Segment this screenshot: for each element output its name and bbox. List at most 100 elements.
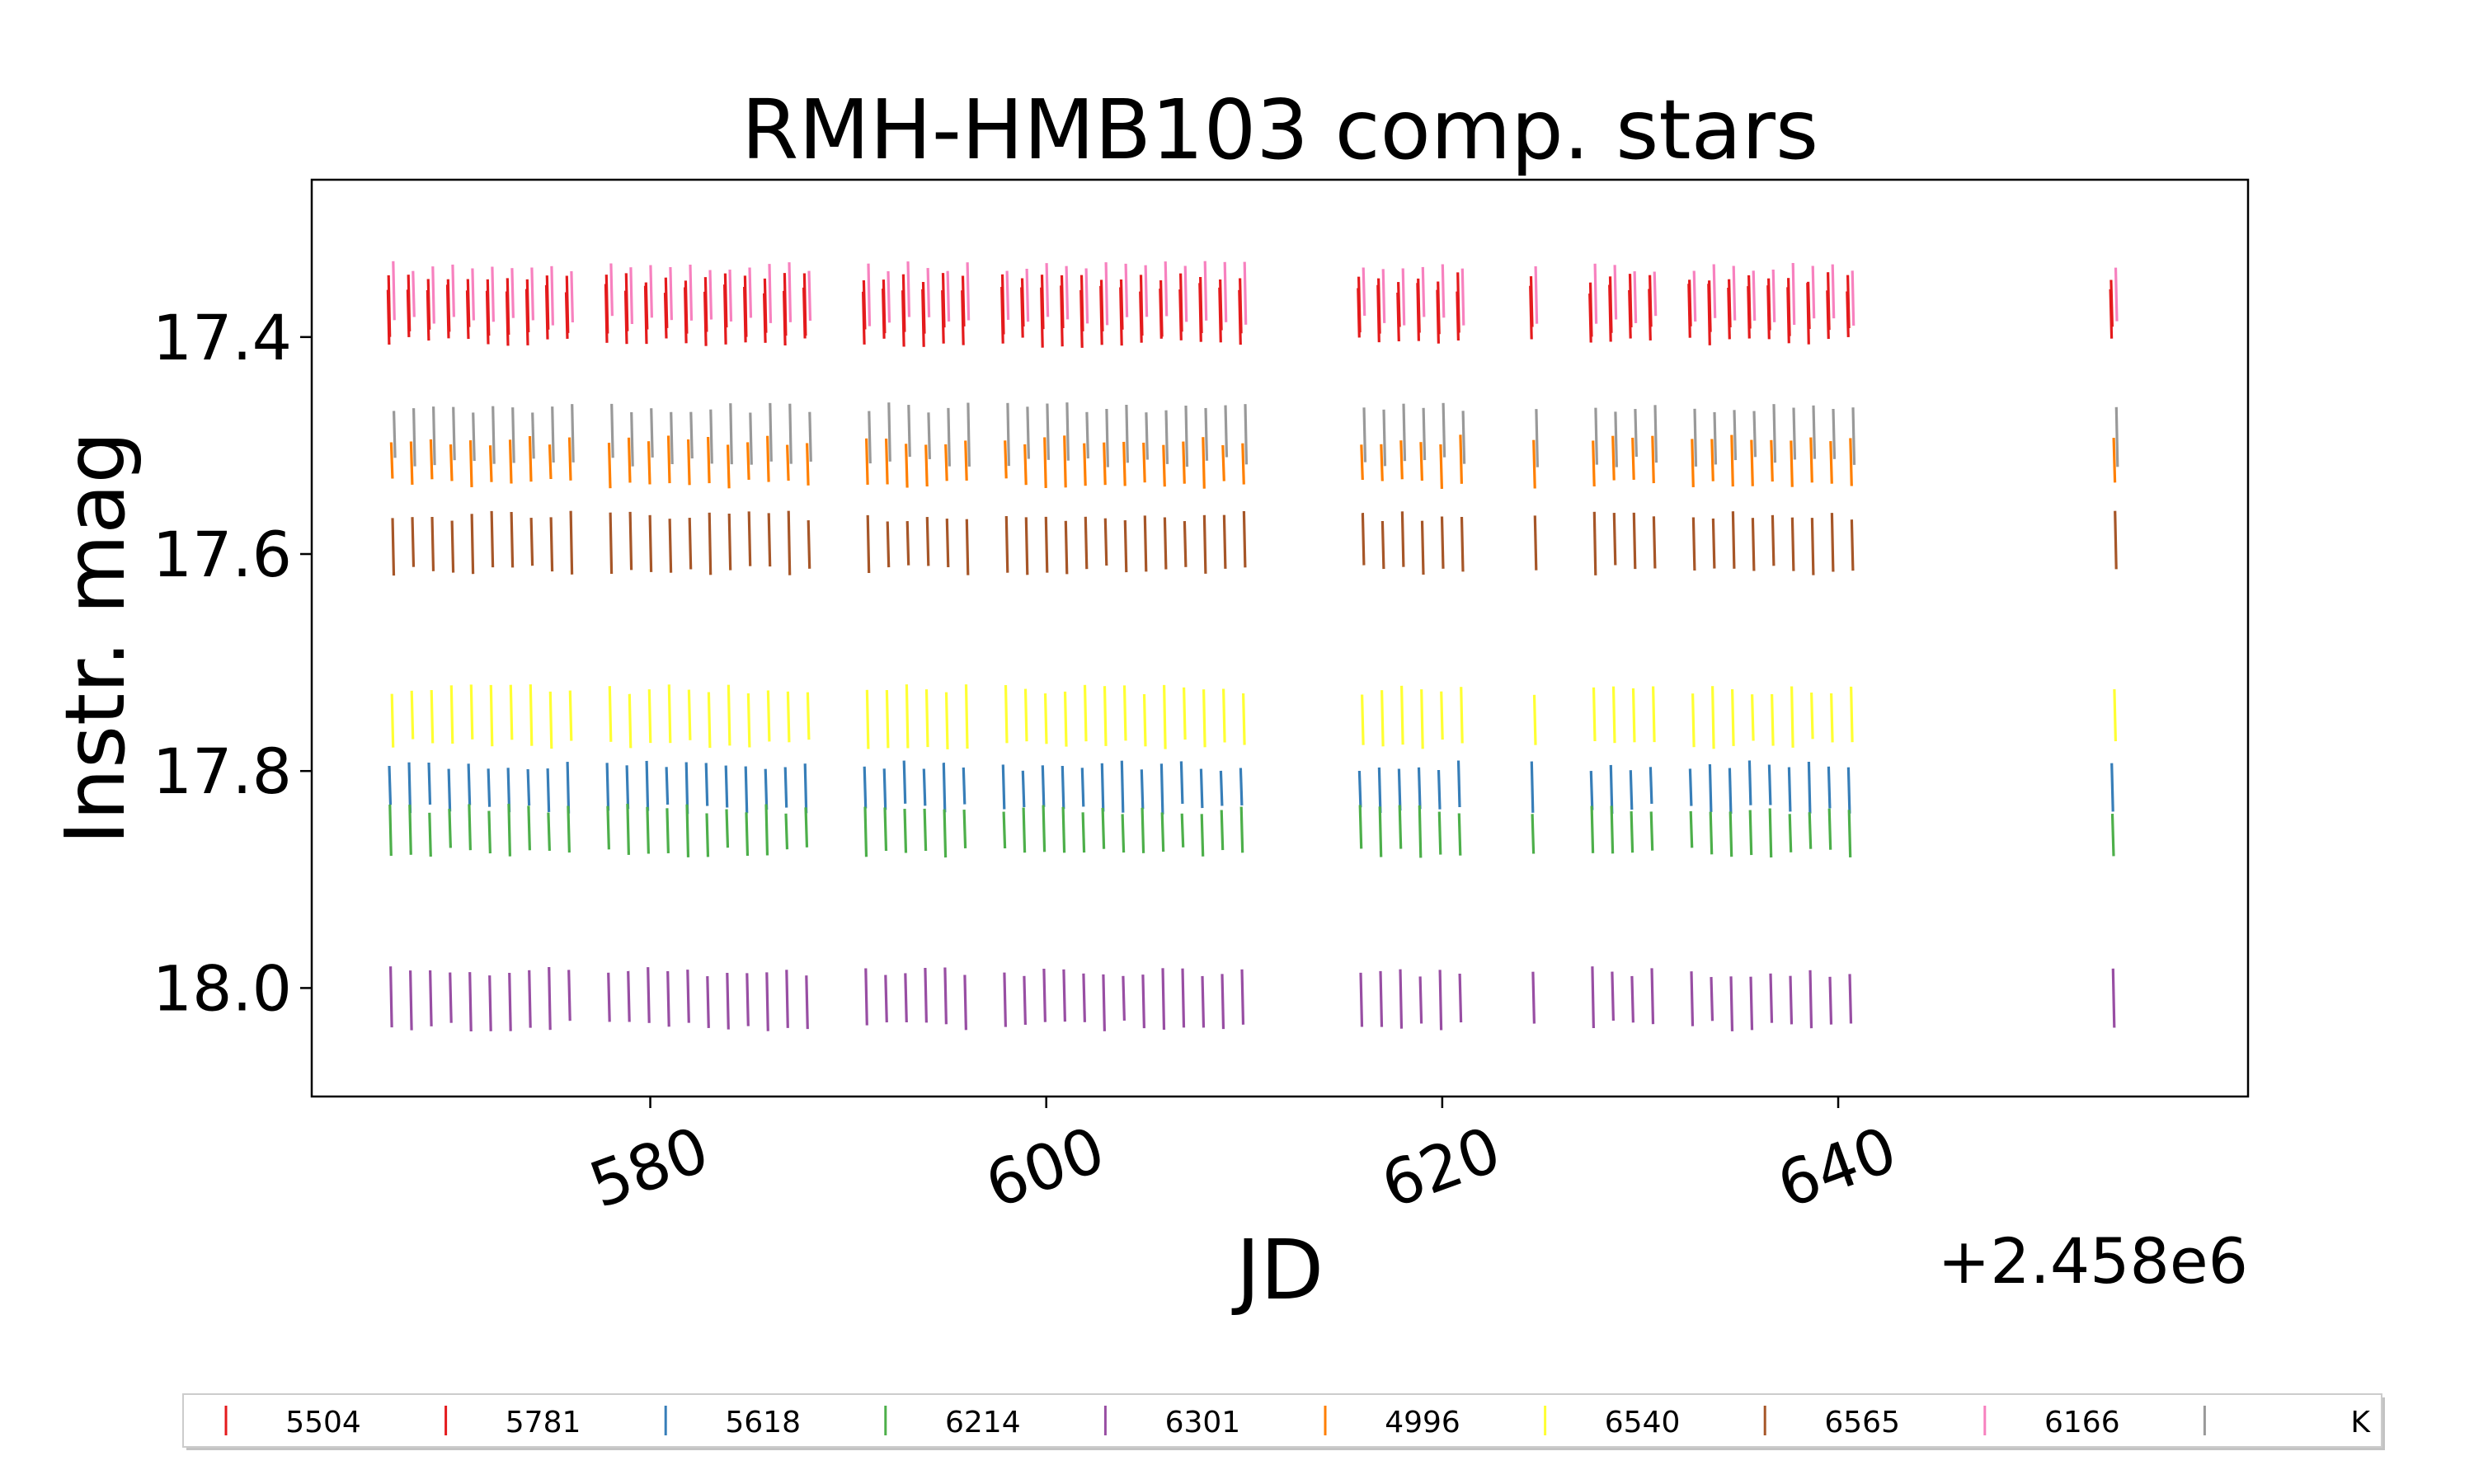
data-point <box>1143 515 1148 572</box>
data-point <box>1201 975 1206 1028</box>
data-point <box>1362 267 1366 317</box>
data-point <box>727 684 731 746</box>
data-point <box>488 445 493 482</box>
data-point <box>666 808 670 853</box>
data-point <box>1145 412 1149 460</box>
data-point <box>906 261 911 317</box>
data-point <box>647 441 651 485</box>
data-point <box>2112 438 2117 483</box>
data-point <box>1221 974 1225 1030</box>
data-point <box>1084 268 1089 324</box>
x-tick-label: 600 <box>976 1112 1114 1222</box>
data-point <box>686 970 690 1023</box>
data-point <box>567 970 571 1021</box>
data-point <box>1100 763 1105 812</box>
data-point <box>1361 513 1366 566</box>
data-point <box>1851 270 1856 326</box>
data-point <box>1020 278 1025 327</box>
data-point <box>627 970 631 1022</box>
data-point <box>1164 410 1169 464</box>
data-point <box>630 411 634 467</box>
data-point <box>1460 687 1464 744</box>
data-point <box>507 803 511 857</box>
data-point <box>924 689 929 748</box>
data-point <box>886 521 891 568</box>
legend-entry: 4996 <box>1324 1406 1460 1439</box>
data-point <box>1710 439 1714 481</box>
data-point <box>491 266 495 322</box>
data-point <box>1042 805 1047 852</box>
data-point <box>1357 770 1362 808</box>
y-tick-label: 17.4 <box>153 301 292 374</box>
data-point <box>865 689 870 749</box>
data-point <box>529 684 534 746</box>
data-point <box>728 270 733 322</box>
data-point <box>684 280 689 334</box>
data-point <box>669 266 673 321</box>
x-tick-label: 580 <box>581 1112 718 1222</box>
data-point <box>666 435 671 484</box>
data-point <box>703 277 708 332</box>
data-point <box>666 970 670 1027</box>
data-point <box>1457 813 1462 856</box>
data-point <box>1708 280 1712 332</box>
data-point <box>1422 407 1427 461</box>
data-point <box>1398 805 1403 849</box>
data-point <box>1103 686 1108 746</box>
data-point <box>1045 263 1050 317</box>
data-point <box>868 411 872 464</box>
data-point <box>452 406 456 461</box>
data-point <box>467 763 472 805</box>
data-point <box>943 809 948 858</box>
data-point <box>1418 976 1423 1024</box>
data-point <box>1831 264 1836 319</box>
data-point <box>1769 973 1774 1023</box>
data-point <box>1750 439 1754 486</box>
data-point <box>1219 279 1223 331</box>
data-point <box>490 510 495 568</box>
data-point <box>1046 403 1050 460</box>
data-point <box>687 439 691 486</box>
data-point <box>1199 768 1204 809</box>
data-point <box>547 812 551 851</box>
data-point <box>1004 440 1008 479</box>
data-point <box>1400 511 1405 567</box>
data-point <box>466 279 471 327</box>
data-point <box>1200 814 1205 857</box>
data-point <box>922 768 927 806</box>
data-point <box>1103 518 1108 566</box>
legend-entry: 6301 <box>1103 1406 1240 1439</box>
data-point <box>1202 437 1206 489</box>
data-point <box>609 263 614 317</box>
data-point <box>665 767 670 805</box>
data-point <box>410 690 415 740</box>
data-point <box>905 521 910 566</box>
data-point <box>1691 517 1696 571</box>
data-point <box>807 520 811 569</box>
data-point <box>1788 814 1793 852</box>
data-point <box>1846 275 1851 329</box>
data-point <box>746 693 751 748</box>
data-point <box>788 262 793 322</box>
data-point <box>668 519 673 573</box>
data-point <box>531 412 535 459</box>
data-point <box>1377 278 1381 334</box>
data-point <box>1119 279 1124 330</box>
data-point <box>1771 269 1776 322</box>
data-point <box>1748 810 1753 856</box>
data-point <box>1397 282 1401 327</box>
data-point <box>625 765 630 810</box>
data-point <box>724 765 729 808</box>
data-point <box>887 402 891 462</box>
data-point <box>1002 811 1007 849</box>
legend-label: 4996 <box>1385 1406 1460 1439</box>
data-point <box>468 440 473 487</box>
data-point <box>1611 435 1616 481</box>
data-point <box>650 408 654 458</box>
data-point <box>647 689 652 744</box>
data-point <box>489 684 494 747</box>
data-point <box>1790 440 1794 487</box>
data-point <box>867 263 872 326</box>
data-point <box>506 278 510 336</box>
data-point <box>706 976 710 1028</box>
